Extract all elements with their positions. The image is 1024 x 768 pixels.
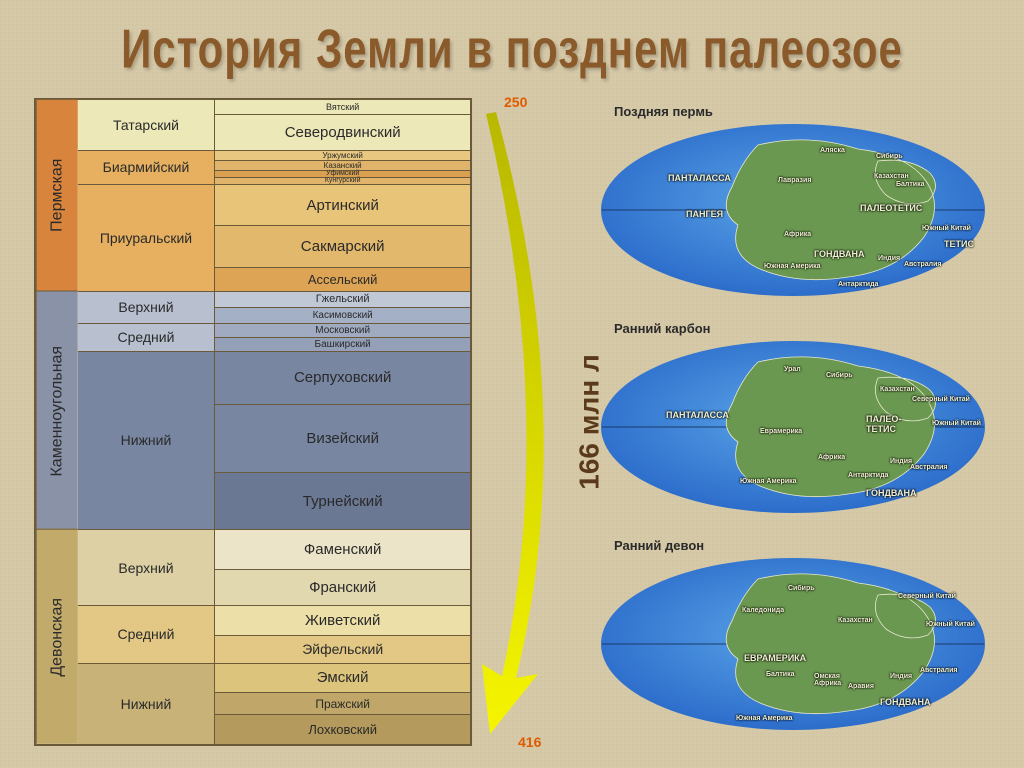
stage-cell: Казанский [215,160,470,170]
epoch-cell: Татарский [78,100,215,150]
paleomap: ПАНТАЛАССА ПАНГЕЯ Лавразия Аляска Сибирь Каза… [598,121,988,299]
map-label: ПАНГЕЯ [686,209,723,219]
stage-cell: Пражский [215,692,470,714]
map-title: Ранний девон [598,536,1004,555]
stage-cell: Живетский [215,605,470,635]
map-label: Еврамерика [760,428,802,435]
map-label: ПАНТАЛАССА [668,173,731,183]
paleomap: Урал Сибирь ПАНТАЛАССА Еврамерика ПАЛЕО-ТЕТИ… [598,338,988,516]
map-label: Северный Китай [898,593,956,600]
map-label: Балтика [766,671,795,678]
map-label: Антарктида [838,281,878,288]
map-label: Южный Китай [926,621,975,628]
map-label: Казахстан [874,173,909,180]
map-label: Аляска [820,147,845,154]
stage-cell: Фаменский [215,529,470,569]
map-label: Каледонида [742,607,784,614]
stage-cell: Северодвинский [215,114,470,150]
epoch-cell: Верхний [78,291,215,323]
map-label: Сибирь [788,585,815,592]
epoch-cell: Биармийский [78,150,215,184]
epoch-cell: Нижний [78,663,215,744]
map-label: ГОНДВАНА [880,697,930,707]
map-label: ПАЛЕО-ТЕТИС [866,414,901,434]
timeline-arrow: 250 416 166 млн л [480,98,590,746]
map-label: Балтика [896,181,925,188]
stage-cell: Эйфельский [215,635,470,663]
epoch-cell: Средний [78,605,215,663]
map-title: Ранний карбон [598,319,1004,338]
time-bottom: 416 [518,734,541,750]
map-label: Индия [878,255,900,262]
map-label: Сибирь [876,153,903,160]
stage-cell: Ассельский [215,267,470,291]
map-label: Африка [784,231,811,238]
map-label: Индия [890,458,912,465]
map-label: Аравия [848,683,874,690]
map-label: ЕВРАМЕРИКА [744,653,806,663]
stage-cell: Эмский [215,663,470,693]
stages-column: ВятскийСеверодвинскийУржумскийКазанскийУ… [214,100,470,744]
map-block: Ранний девон Сибирь Северный Китай Каледони… [598,536,1004,733]
map-label: ПАНТАЛАССА [666,410,729,420]
page-title: История Земли в позднем палеозое [0,0,1024,94]
map-label: Лавразия [778,177,811,184]
map-label: ОмскаяАфрика [814,673,841,687]
map-label: Южный Китай [932,420,981,427]
stage-cell: Турнейский [215,472,470,530]
map-label: Индия [890,673,912,680]
map-label: ПАЛЕОТЕТИС [860,203,922,213]
map-title: Поздняя пермь [598,102,1004,121]
map-label: Сибирь [826,372,853,379]
epoch-cell: Приуральский [78,184,215,291]
map-label: Австралия [920,667,958,674]
stratigraphic-chart: ПермскаяКаменноугольнаяДевонская Татарск… [34,98,472,746]
map-label: ГОНДВАНА [814,249,864,259]
map-label: Урал [784,366,801,373]
period-cell: Каменноугольная [36,291,78,530]
epoch-cell: Нижний [78,351,215,530]
map-block: Поздняя пермь ПАНТАЛАССА ПАНГЕЯ Лавразия Аля… [598,102,1004,299]
map-label: Казахстан [838,617,873,624]
map-label: Африка [818,454,845,461]
stage-cell: Сакмарский [215,225,470,267]
map-label: Южная Америка [740,478,797,485]
map-block: Ранний карбон Урал Сибирь ПАНТАЛАССА Еврамер… [598,319,1004,516]
period-cell: Девонская [36,529,78,744]
stage-cell: Уфимский [215,170,470,177]
stage-cell: Лохковский [215,714,470,744]
stage-cell: Московский [215,323,470,337]
stage-cell: Визейский [215,404,470,472]
stage-cell: Кунгурский [215,177,470,184]
map-label: Казахстан [880,386,915,393]
map-label: Южная Америка [764,263,821,270]
map-label: Австралия [904,261,942,268]
stage-cell: Вятский [215,100,470,114]
epoch-cell: Средний [78,323,215,351]
map-label: Южный Китай [922,225,971,232]
map-label: ГОНДВАНА [866,488,916,498]
periods-column: ПермскаяКаменноугольнаяДевонская [36,100,78,744]
stage-cell: Серпуховский [215,351,470,405]
map-label: Антарктида [848,472,888,479]
stage-cell: Башкирский [215,337,470,351]
paleomap: Сибирь Северный Китай Каледонида Казахстан Ю… [598,555,988,733]
epochs-column: ТатарскийБиармийскийПриуральскийВерхнийС… [78,100,215,744]
map-label: ТЕТИС [944,239,974,249]
main-content: ПермскаяКаменноугольнаяДевонская Татарск… [0,72,1024,746]
map-label: Австралия [910,464,948,471]
map-label: Южная Америка [736,715,793,722]
stage-cell: Касимовский [215,307,470,323]
stage-cell: Гжельский [215,291,470,307]
stage-cell: Артинский [215,184,470,226]
paleomaps-column: Поздняя пермь ПАНТАЛАССА ПАНГЕЯ Лавразия Аля… [598,98,1004,746]
map-label: Северный Китай [912,396,970,403]
stage-cell: Франский [215,569,470,605]
epoch-cell: Верхний [78,529,215,605]
stage-cell: Уржумский [215,150,470,160]
period-cell: Пермская [36,100,78,291]
time-top: 250 [504,94,527,110]
